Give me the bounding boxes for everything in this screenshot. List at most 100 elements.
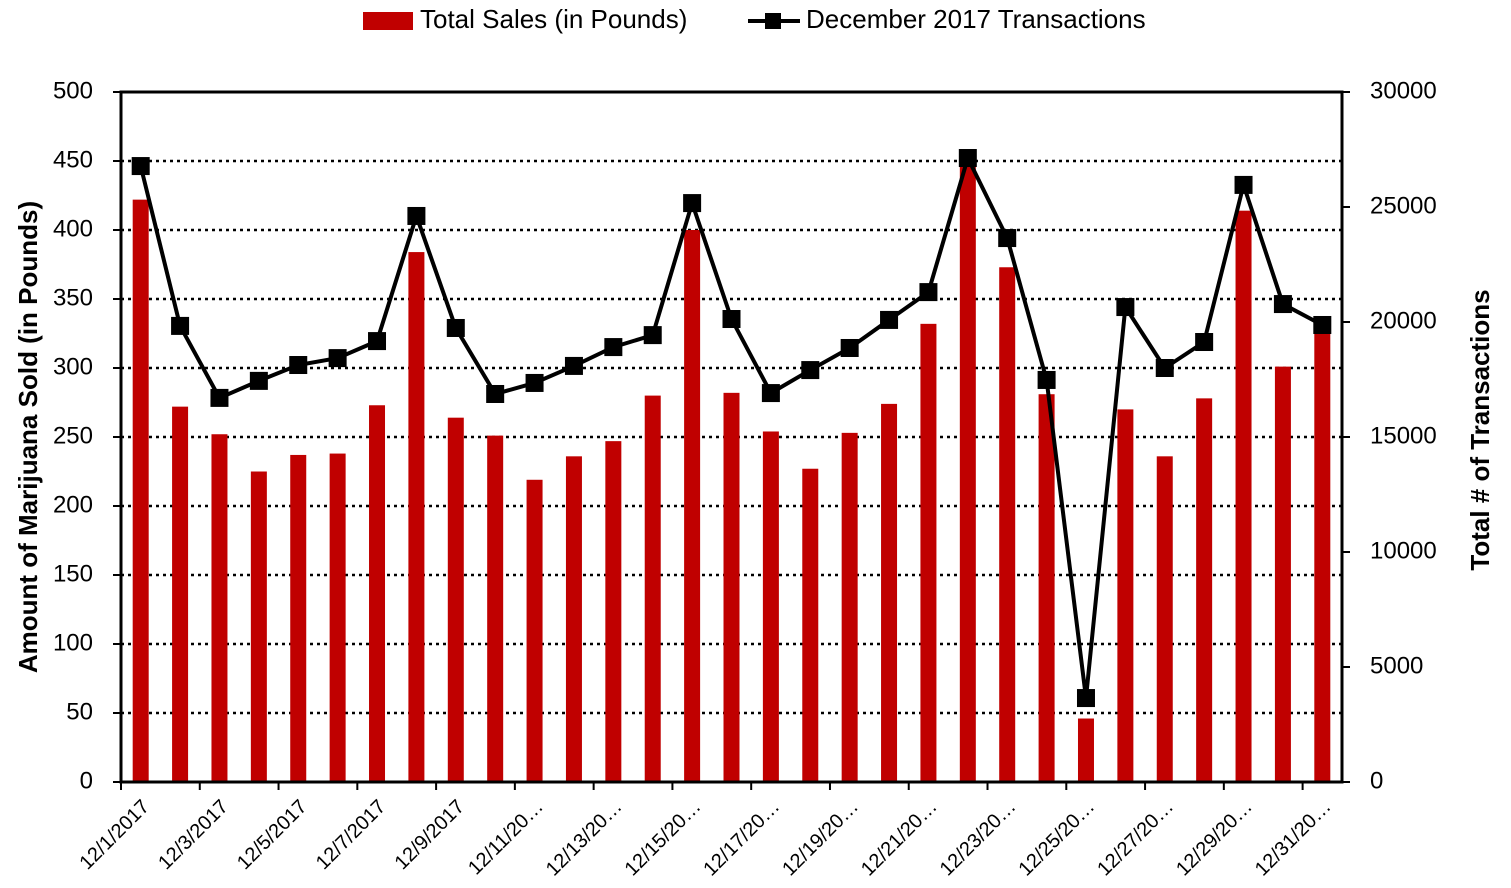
line-marker <box>1116 298 1135 317</box>
y-tick-label: 50 <box>66 698 93 725</box>
y-tick-label: 250 <box>53 422 93 449</box>
bar <box>172 406 189 782</box>
bar <box>1235 210 1252 782</box>
x-tick-label: 12/29/20… <box>1172 796 1257 881</box>
legend-swatch <box>765 13 781 29</box>
plot-frame <box>119 90 1344 784</box>
bar <box>723 392 740 782</box>
y2-tick-label: 25000 <box>1370 192 1437 219</box>
line-marker <box>171 316 190 335</box>
bar <box>959 159 976 782</box>
x-tick-label: 12/1/2017 <box>75 796 153 874</box>
bar <box>920 323 937 782</box>
y-tick-label: 400 <box>53 215 93 242</box>
line-marker <box>1313 315 1332 334</box>
bar <box>132 199 149 782</box>
line-marker <box>919 283 938 302</box>
x-tick-label: 12/17/20… <box>699 796 784 881</box>
y-tick-label: 100 <box>53 629 93 656</box>
line-marker <box>486 384 505 403</box>
x-tick-label: 12/3/2017 <box>154 796 232 874</box>
bar <box>290 454 307 782</box>
line-marker <box>683 194 702 213</box>
bar <box>1314 332 1331 782</box>
line-marker <box>761 384 780 403</box>
bar <box>684 230 701 782</box>
y-tick-label: 500 <box>53 77 93 104</box>
bar <box>1196 398 1213 782</box>
y2-tick-label: 30000 <box>1370 77 1437 104</box>
line-marker <box>564 356 583 375</box>
y-tick-label: 350 <box>53 284 93 311</box>
bar <box>1038 394 1055 782</box>
line-marker <box>1076 689 1095 708</box>
line-marker <box>368 332 387 351</box>
bar <box>487 435 504 782</box>
bar <box>644 395 661 782</box>
bar <box>802 468 819 782</box>
bar <box>1117 409 1134 782</box>
bar <box>881 403 898 782</box>
x-tick-label: 12/15/20… <box>621 796 706 881</box>
bar <box>1274 366 1291 782</box>
line-marker <box>1234 175 1253 194</box>
x-tick-label: 12/5/2017 <box>233 796 311 874</box>
bar <box>408 252 425 782</box>
x-tick-label: 12/13/20… <box>542 796 627 881</box>
line-marker <box>604 338 623 357</box>
line-marker <box>1155 359 1174 377</box>
y2-tick-label: 15000 <box>1370 422 1437 449</box>
line-marker <box>958 149 977 168</box>
line-marker <box>840 338 859 357</box>
x-tick-label: 12/31/20… <box>1251 796 1336 881</box>
bar <box>369 405 386 782</box>
line-marker <box>249 371 268 390</box>
legend-swatch <box>363 12 413 30</box>
line-marker <box>1195 333 1214 352</box>
bar <box>565 456 582 782</box>
x-tick-label: 12/27/20… <box>1093 796 1178 881</box>
y-axis-label: Amount of Marijuana Sold (in Pounds) <box>13 201 43 673</box>
y-tick-label: 150 <box>53 560 93 587</box>
line-marker <box>210 388 229 407</box>
x-tick-label: 12/11/20… <box>464 796 548 880</box>
line-marker <box>328 349 347 368</box>
bar <box>447 417 464 782</box>
line-marker <box>880 310 899 329</box>
bar <box>329 453 346 782</box>
bar <box>526 479 543 782</box>
y2-axis-label: Total # of Transactions <box>1465 289 1495 570</box>
bar <box>605 441 622 782</box>
x-tick-label: 12/23/20… <box>936 796 1021 881</box>
line-marker <box>643 326 662 345</box>
y2-tick-label: 20000 <box>1370 307 1437 334</box>
line-marker <box>1037 370 1056 389</box>
y-tick-label: 200 <box>53 491 93 518</box>
legend-label: December 2017 Transactions <box>806 4 1146 34</box>
bar <box>841 432 858 782</box>
x-tick-label: 12/21/20… <box>857 796 942 881</box>
y2-tick-label: 10000 <box>1370 537 1437 564</box>
bar <box>250 471 267 782</box>
bar <box>211 434 228 782</box>
y-tick-label: 0 <box>80 767 93 794</box>
line-marker <box>407 206 426 225</box>
line-marker <box>525 373 544 392</box>
bar <box>1156 456 1173 782</box>
x-tick-label: 12/7/2017 <box>312 796 390 874</box>
x-tick-label: 12/19/20… <box>778 796 863 881</box>
x-tick-label: 12/25/20… <box>1015 796 1100 881</box>
line-marker <box>722 310 741 329</box>
line-marker <box>131 157 150 176</box>
line-marker <box>289 356 308 375</box>
bar <box>762 431 779 782</box>
y-tick-label: 450 <box>53 146 93 173</box>
y2-tick-label: 0 <box>1370 767 1383 794</box>
bar <box>1077 718 1094 782</box>
line-marker <box>801 361 820 380</box>
x-tick-label: 12/9/2017 <box>391 796 469 874</box>
y-tick-label: 300 <box>53 353 93 380</box>
bar <box>999 267 1016 782</box>
line-marker <box>446 318 465 337</box>
